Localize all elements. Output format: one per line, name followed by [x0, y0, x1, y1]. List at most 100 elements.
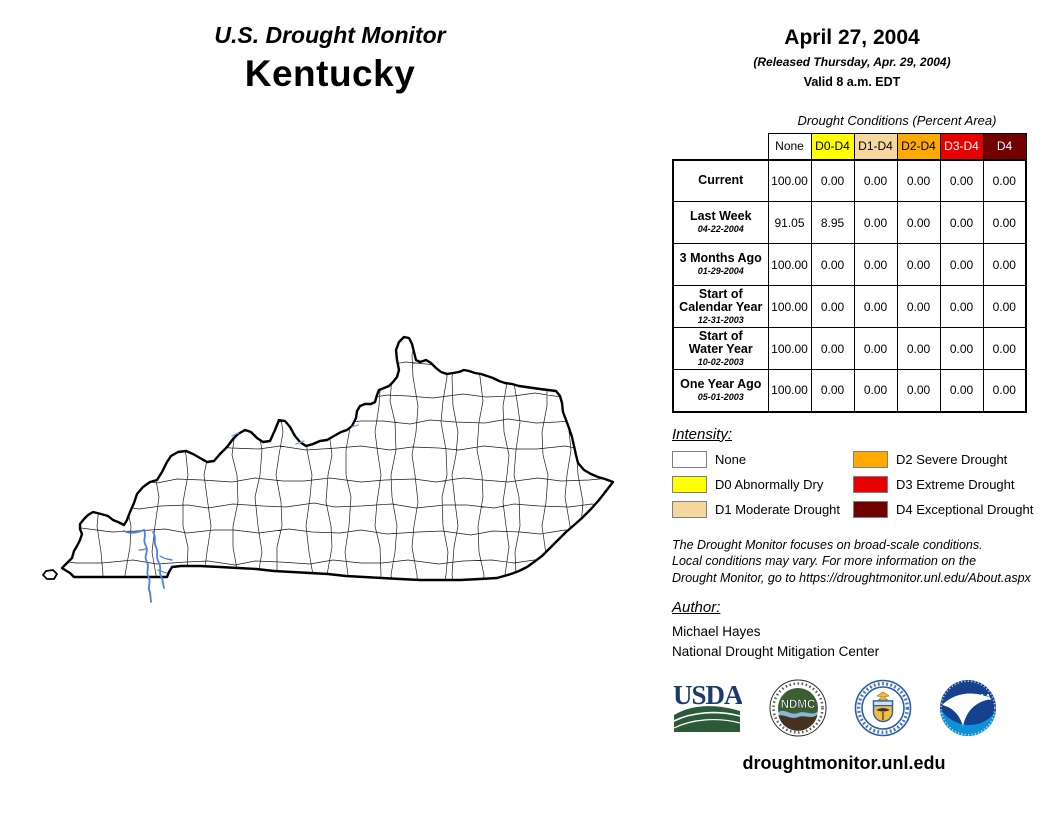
table-cell: 0.00: [810, 369, 855, 413]
row-label: 3 Months Ago 01-29-2004: [672, 243, 769, 286]
table-cell: 0.00: [896, 201, 941, 244]
table-cell: 0.00: [896, 327, 941, 370]
table-cell: 0.00: [982, 158, 1027, 202]
table-cell: 100.00: [767, 243, 812, 286]
legend-item: None: [672, 451, 853, 469]
legend-label: D0 Abnormally Dry: [715, 477, 824, 492]
table-cell: 0.00: [939, 369, 984, 413]
legend-swatch-icon: [672, 501, 707, 518]
state-fill: [62, 337, 613, 580]
legend-item: D1 Moderate Drought: [672, 501, 853, 519]
legend-label: D3 Extreme Drought: [896, 477, 1015, 492]
table-cell: 0.00: [810, 243, 855, 286]
legend-item: D2 Severe Drought: [853, 451, 1033, 469]
legend-item: D3 Extreme Drought: [853, 476, 1033, 494]
table-cell: 0.00: [810, 327, 855, 370]
table-row: Start of Water Year 10-02-2003 100.00 0.00 0…: [672, 327, 1027, 370]
table-cell: 0.00: [939, 285, 984, 328]
row-label: Start of Calendar Year 12-31-2003: [672, 285, 769, 328]
footer-url: droughtmonitor.unl.edu: [742, 752, 946, 773]
noaa-logo-text: NOAA: [967, 693, 991, 702]
table-cell: 0.00: [810, 158, 855, 202]
intensity-heading: Intensity:: [672, 425, 733, 443]
table-cell: 0.00: [939, 201, 984, 244]
table-cell: 0.00: [982, 369, 1027, 413]
author-heading: Author:: [672, 599, 721, 616]
table-cell: 0.00: [810, 285, 855, 328]
table-row: Start of Calendar Year 12-31-2003 100.00 0.…: [672, 285, 1027, 328]
legend-item: D0 Abnormally Dry: [672, 476, 853, 494]
legend-label: None: [715, 452, 747, 467]
row-label: Last Week 04-22-2004: [672, 201, 769, 244]
table-cell: 0.00: [853, 201, 898, 244]
noaa-logo: NOAA: [940, 679, 996, 736]
brand-title: U.S. Drought Monitor: [214, 22, 446, 48]
intensity-legend: Intensity: None D0 Abnormally Dry D1 Moder…: [672, 426, 1040, 526]
valid-note: Valid 8 a.m. EDT: [803, 75, 901, 89]
table-cell: 0.00: [982, 243, 1027, 286]
column-header-d4: D4: [982, 133, 1027, 160]
kentucky-bend-exclave: [42, 569, 58, 580]
row-label: Start of Water Year 10-02-2003: [672, 327, 769, 370]
column-header-d3-d4: D3-D4: [939, 133, 984, 160]
table-cell: 0.00: [896, 243, 941, 286]
row-label: One Year Ago 05-01-2003: [672, 369, 769, 413]
released-note: (Released Thursday, Apr. 29, 2004): [753, 55, 951, 69]
table-row: One Year Ago 05-01-2003 100.00 0.00 0.00 0.00…: [672, 369, 1027, 413]
column-header-d1-d4: D1-D4: [853, 133, 898, 160]
agency-logos: USDA NDMC: [672, 677, 1040, 739]
row-date-sublabel: 12-31-2003: [697, 314, 744, 325]
report-title-block: U.S. Drought Monitor Kentucky: [80, 22, 580, 95]
table-cell: 100.00: [767, 158, 812, 202]
row-date-sublabel: 04-22-2004: [697, 223, 744, 234]
legend-label: D1 Moderate Drought: [715, 502, 841, 517]
table-cell: 0.00: [896, 285, 941, 328]
table-row: Last Week 04-22-2004 91.05 8.95 0.00 0.00 0.00…: [672, 201, 1027, 244]
table-cell: 100.00: [767, 327, 812, 370]
usda-logo-text: USDA: [673, 681, 742, 710]
drought-conditions-table: None D0-D4 D1-D4 D2-D4 D3-D4 D4 Current 100.00 0…: [672, 133, 1027, 413]
column-header-d0-d4: D0-D4: [810, 133, 855, 160]
table-cell: 100.00: [767, 369, 812, 413]
ndmc-logo-text: NDMC: [781, 699, 816, 711]
author-block: Author: Michael Hayes National Drought M…: [672, 599, 1040, 663]
legend-swatch-icon: [672, 476, 707, 493]
table-cell: 0.00: [853, 369, 898, 413]
legend-swatch-icon: [853, 476, 888, 493]
row-date-sublabel: 10-02-2003: [697, 356, 744, 367]
state-outline: [60, 335, 615, 582]
legend-swatch-icon: [672, 451, 707, 468]
disclaimer-text: The Drought Monitor focuses on broad-sca…: [672, 537, 1031, 585]
column-header-none: None: [767, 133, 812, 160]
table-cell: 0.00: [896, 369, 941, 413]
ndmc-logo: NDMC: [769, 679, 827, 736]
row-label: Current: [672, 158, 769, 202]
row-date-sublabel: 01-29-2004: [697, 265, 744, 276]
table-row: 3 Months Ago 01-29-2004 100.00 0.00 0.00 0.00…: [672, 243, 1027, 286]
table-cell: 0.00: [982, 285, 1027, 328]
legend-label: D2 Severe Drought: [896, 452, 1008, 467]
table-cell: 0.00: [982, 201, 1027, 244]
table-cell: 0.00: [896, 158, 941, 202]
kentucky-map: [42, 335, 615, 603]
table-cell: 8.95: [810, 201, 855, 244]
legend-column-left: None D0 Abnormally Dry D1 Moderate Drought: [672, 451, 853, 526]
commerce-seal-logo: [854, 679, 912, 736]
row-date-sublabel: 05-01-2003: [697, 391, 744, 402]
table-cell: 0.00: [982, 327, 1027, 370]
table-cell: 100.00: [767, 285, 812, 328]
legend-swatch-icon: [853, 501, 888, 518]
legend-label: D4 Exceptional Drought: [896, 502, 1034, 517]
table-cell: 0.00: [939, 243, 984, 286]
table-cell: 0.00: [853, 327, 898, 370]
table-cell: 0.00: [939, 158, 984, 202]
table-row: Current 100.00 0.00 0.00 0.00 0.00 0.00: [672, 158, 1027, 202]
legend-swatch-icon: [853, 451, 888, 468]
table-cell: 0.00: [853, 158, 898, 202]
lake-lines: [123, 424, 359, 603]
table-corner-spacer: [673, 134, 768, 160]
author-name: Michael Hayes: [672, 624, 761, 639]
legend-item: D4 Exceptional Drought: [853, 501, 1033, 519]
map-date: April 27, 2004: [784, 26, 920, 49]
